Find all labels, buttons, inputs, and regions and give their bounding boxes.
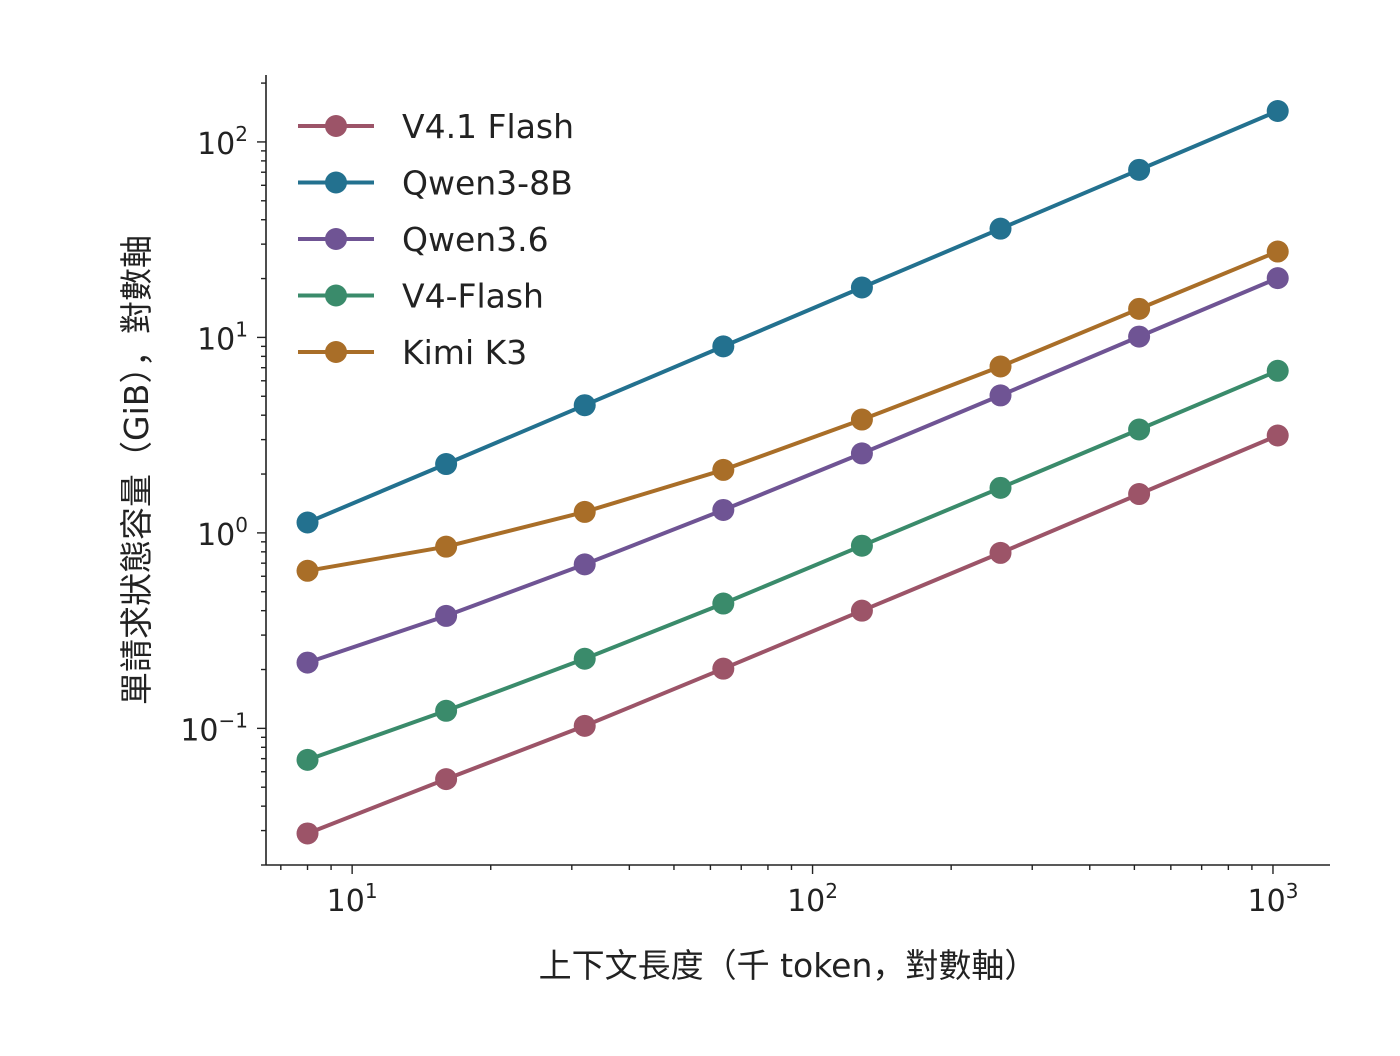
x-tick-label: 103 <box>1248 879 1299 919</box>
data-point <box>435 604 458 627</box>
legend-marker-swatch <box>325 284 347 307</box>
data-point <box>850 408 873 431</box>
axes <box>265 75 1330 866</box>
series-line <box>306 368 1279 762</box>
data-point <box>296 511 319 534</box>
data-point <box>1266 240 1289 263</box>
data-point <box>850 442 873 465</box>
data-point <box>1266 99 1289 122</box>
legend-label: V4-Flash <box>402 277 544 316</box>
y-tick-label: 100 <box>197 513 248 553</box>
data-point <box>712 498 735 521</box>
data-point <box>850 534 873 557</box>
legend-item: Kimi K3 <box>298 333 527 372</box>
data-point <box>296 559 319 582</box>
data-point <box>573 647 596 670</box>
data-point <box>296 651 319 674</box>
data-point <box>573 394 596 417</box>
data-point <box>573 553 596 576</box>
data-point <box>435 699 458 722</box>
data-point <box>1266 424 1289 447</box>
y-axis-title: 單請求狀態容量（GiB），對數軸 <box>117 235 156 705</box>
series-v4-flash <box>296 359 1289 771</box>
legend-label: V4.1 Flash <box>402 107 574 146</box>
data-point <box>573 500 596 523</box>
legend-label: Qwen3.6 <box>402 220 549 259</box>
data-point <box>989 476 1012 499</box>
legend-marker-swatch <box>325 115 347 137</box>
data-point <box>1128 297 1151 320</box>
legend-marker-swatch <box>325 171 347 194</box>
legend: V4.1 Flash Qwen3-8B Qwen3.6 V4-Flash Kimi K3 <box>298 107 574 372</box>
data-point <box>1266 359 1289 382</box>
legend-marker-swatch <box>325 341 347 363</box>
data-point <box>989 355 1012 378</box>
legend-item: V4.1 Flash <box>298 107 574 146</box>
data-point <box>712 335 735 358</box>
legend-marker-swatch <box>325 228 347 250</box>
legend-label: Kimi K3 <box>402 333 527 372</box>
series-qwen3-6 <box>296 267 1289 674</box>
data-point <box>1128 325 1151 348</box>
data-point <box>1128 418 1151 441</box>
x-axis-title: 上下文長度（千 token，對數軸） <box>539 946 1038 985</box>
series-line <box>306 109 1279 525</box>
x-tick-label: 101 <box>327 879 378 919</box>
legend-label: Qwen3-8B <box>402 164 573 203</box>
data-point <box>435 535 458 558</box>
data-point <box>1128 483 1151 506</box>
data-point <box>989 384 1012 407</box>
data-point <box>296 748 319 771</box>
series-v4-1-flash <box>296 424 1289 845</box>
data-point <box>989 541 1012 564</box>
series-line <box>306 433 1279 836</box>
series-kimi-k3 <box>296 240 1289 582</box>
data-point <box>850 599 873 622</box>
data-series <box>296 99 1289 845</box>
series-line <box>307 249 1279 573</box>
y-tick-label: 102 <box>197 122 248 162</box>
data-point <box>435 453 458 476</box>
y-tick-label: 101 <box>197 317 248 357</box>
axis-ticks: 101 102 103 10−1 100 101 102 <box>180 82 1299 919</box>
data-point <box>712 458 735 481</box>
data-point <box>850 276 873 299</box>
data-point <box>989 217 1012 240</box>
data-point <box>296 822 319 845</box>
series-line <box>306 276 1279 665</box>
data-point <box>573 714 596 737</box>
x-tick-label: 102 <box>787 879 838 919</box>
legend-item: Qwen3-8B <box>298 164 573 203</box>
data-point <box>1128 158 1151 181</box>
series-qwen3-8b <box>296 99 1289 534</box>
legend-item: Qwen3.6 <box>298 220 549 259</box>
data-point <box>1266 267 1289 290</box>
data-point <box>712 657 735 680</box>
y-tick-label: 10−1 <box>180 708 248 748</box>
data-point <box>712 592 735 615</box>
legend-item: V4-Flash <box>298 277 544 316</box>
data-point <box>435 768 458 791</box>
